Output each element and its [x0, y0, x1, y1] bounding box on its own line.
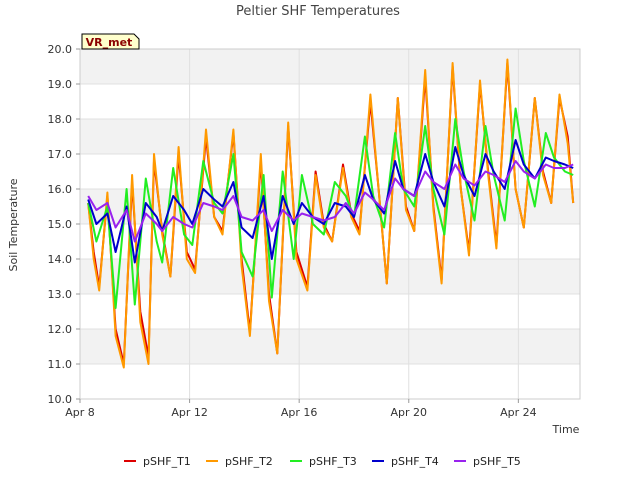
- legend-label-pSHF_T3: pSHF_T3: [309, 455, 357, 468]
- y-tick-label: 16.0: [48, 183, 73, 196]
- legend-label-pSHF_T1: pSHF_T1: [143, 455, 191, 468]
- series-lines: [87, 58, 575, 369]
- badge-shape: [81, 33, 140, 50]
- grid-band: [80, 364, 580, 399]
- legend-label-pSHF_T5: pSHF_T5: [473, 455, 521, 468]
- grid-band: [80, 329, 580, 364]
- x-axis-label: Time: [552, 423, 580, 436]
- series-line-pSHF_T2: [87, 58, 575, 369]
- x-tick-label: Apr 8: [65, 406, 95, 419]
- chart-title: Peltier SHF Temperatures: [236, 4, 400, 19]
- y-tick-label: 12.0: [48, 323, 73, 336]
- grid-band: [80, 49, 580, 84]
- x-tick-label: Apr 12: [171, 406, 208, 419]
- series-line-pSHF_T5: [87, 160, 574, 243]
- y-tick-label: 11.0: [48, 358, 73, 371]
- y-tick-label: 10.0: [48, 393, 73, 406]
- y-tick-label: 15.0: [48, 218, 73, 231]
- legend-label-pSHF_T4: pSHF_T4: [391, 455, 439, 468]
- y-tick-label: 17.0: [48, 148, 73, 161]
- series-line-pSHF_T4: [87, 139, 574, 264]
- x-tick-label: Apr 24: [500, 406, 537, 419]
- grid-band: [80, 259, 580, 294]
- legend: pSHF_T1 pSHF_T2 pSHF_T3 pSHF_T4 pSHF_T5: [124, 455, 521, 468]
- x-tick-label: Apr 20: [391, 406, 428, 419]
- y-tick-label: 20.0: [48, 43, 73, 56]
- axes: 10.0 11.0 12.0 13.0 14.0 15.0 16.0 17.0 18.0 19.0…: [48, 43, 581, 419]
- y-axis-label: Soil Temperature: [7, 178, 20, 271]
- legend-label-pSHF_T2: pSHF_T2: [225, 455, 273, 468]
- y-tick-label: 13.0: [48, 288, 73, 301]
- y-tick-label: 19.0: [48, 78, 73, 91]
- badge-label: VR_met: [86, 36, 133, 49]
- y-tick-label: 18.0: [48, 113, 73, 126]
- y-tick-label: 14.0: [48, 253, 73, 266]
- grid-band: [80, 294, 580, 329]
- badge: VR_met: [81, 33, 140, 50]
- x-tick-label: Apr 16: [281, 406, 318, 419]
- grid-band: [80, 119, 580, 154]
- grid-band: [80, 84, 580, 119]
